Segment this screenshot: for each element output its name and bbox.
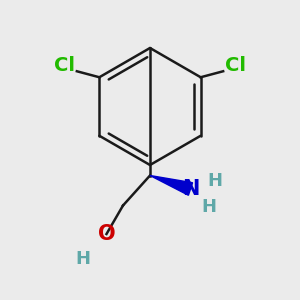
Text: N: N	[182, 179, 199, 199]
Text: H: H	[201, 198, 216, 216]
Text: O: O	[98, 224, 115, 244]
Text: H: H	[75, 250, 90, 268]
Polygon shape	[150, 176, 193, 195]
Text: H: H	[207, 172, 222, 190]
Text: Cl: Cl	[54, 56, 75, 75]
Text: Cl: Cl	[225, 56, 246, 75]
